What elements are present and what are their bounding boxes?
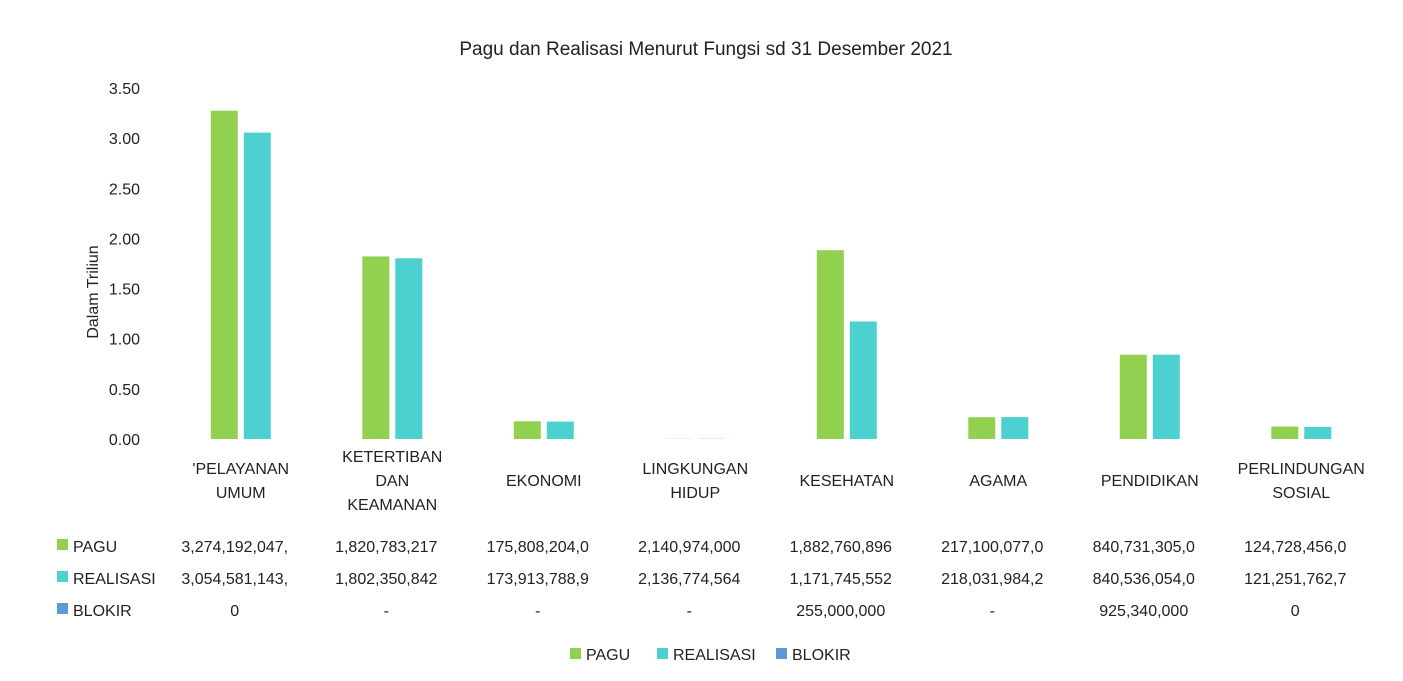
- chart-title: Pagu dan Realisasi Menurut Fungsi sd 31 …: [459, 39, 952, 60]
- data-table: PAGU 3,274,192,047, 1,820,783,217 175,808,2…: [57, 539, 1347, 620]
- table-row-label: BLOKIR: [73, 603, 132, 620]
- y-tick-label: 1.50: [109, 282, 140, 299]
- table-swatch-realisasi: [57, 571, 68, 582]
- table-cell: 1,802,350,842: [335, 571, 437, 588]
- category-label: UMUM: [216, 485, 266, 502]
- bar-realisasi-7: [1304, 426, 1332, 439]
- table-cell: 1,820,783,217: [335, 539, 437, 556]
- bar-realisasi-5: [1001, 417, 1029, 439]
- category-label: DAN: [375, 473, 409, 490]
- legend-label: PAGU: [586, 647, 630, 664]
- category-label: KESEHATAN: [799, 473, 894, 490]
- category-label: 'PELAYANAN: [192, 461, 289, 478]
- bar-pagu-4: [816, 250, 844, 439]
- x-axis-categories: 'PELAYANAN UMUM KETERTIBAN DAN KEAMANAN EKONO…: [192, 449, 1364, 514]
- bar-realisasi-4: [849, 321, 877, 439]
- category-label: KETERTIBAN: [342, 449, 442, 466]
- category-label: EKONOMI: [506, 473, 582, 490]
- table-cell: 840,536,054,0: [1093, 571, 1195, 588]
- table-cell: -: [535, 603, 540, 620]
- table-swatch-pagu: [57, 539, 68, 550]
- table-swatch-blokir: [57, 603, 68, 614]
- bar-pagu-2: [513, 421, 541, 439]
- category-label: PENDIDIKAN: [1101, 473, 1199, 490]
- bar-pagu-5: [968, 417, 996, 439]
- table-cell: 1,882,760,896: [790, 539, 892, 556]
- category-label: AGAMA: [969, 473, 1027, 490]
- y-tick-label: 3.50: [109, 81, 140, 98]
- y-tick-label: 2.50: [109, 181, 140, 198]
- table-cell: 3,274,192,047,: [181, 539, 288, 556]
- table-cell: 2,136,774,564: [638, 571, 740, 588]
- table-cell: 121,251,762,7: [1244, 571, 1346, 588]
- y-axis-ticks: 0.00 0.50 1.00 1.50 2.00 2.50 3.00 3.50: [109, 81, 140, 449]
- bar-realisasi-6: [1152, 354, 1180, 439]
- table-cell: 3,054,581,143,: [181, 571, 288, 588]
- table-cell: 925,340,000: [1099, 603, 1188, 620]
- y-tick-label: 0.00: [109, 432, 140, 449]
- bar-realisasi-2: [546, 421, 574, 439]
- table-cell: 124,728,456,0: [1244, 539, 1346, 556]
- table-cell: -: [687, 603, 692, 620]
- table-cell: 217,100,077,0: [941, 539, 1043, 556]
- bar-plot-area: [210, 110, 1332, 439]
- table-row-label: REALISASI: [73, 571, 156, 588]
- table-row-label: PAGU: [73, 539, 117, 556]
- table-cell: 840,731,305,0: [1093, 539, 1195, 556]
- category-label: PERLINDUNGAN: [1238, 461, 1365, 478]
- bar-pagu-0: [210, 110, 238, 439]
- legend-swatch-pagu: [570, 648, 581, 659]
- legend-label: REALISASI: [673, 647, 756, 664]
- table-cell: 0: [230, 603, 239, 620]
- table-cell: 1,171,745,552: [790, 571, 892, 588]
- table-cell: 218,031,984,2: [941, 571, 1043, 588]
- category-label: KEAMANAN: [347, 497, 437, 514]
- bar-pagu-1: [362, 256, 390, 439]
- category-label: HIDUP: [670, 485, 720, 502]
- legend-swatch-realisasi: [657, 648, 668, 659]
- legend: PAGU REALISASI BLOKIR: [570, 647, 851, 664]
- category-label: LINGKUNGAN: [642, 461, 748, 478]
- y-axis-label: Dalam Triliun: [85, 245, 102, 338]
- bar-pagu-6: [1119, 354, 1147, 439]
- table-cell: -: [384, 603, 389, 620]
- legend-swatch-blokir: [776, 648, 787, 659]
- y-tick-label: 2.00: [109, 231, 140, 248]
- bar-realisasi-1: [395, 258, 423, 439]
- table-cell: -: [990, 603, 995, 620]
- table-cell: 173,913,788,9: [487, 571, 589, 588]
- bar-pagu-7: [1271, 426, 1299, 439]
- table-cell: 0: [1291, 603, 1300, 620]
- table-cell: 255,000,000: [796, 603, 885, 620]
- y-tick-label: 3.00: [109, 131, 140, 148]
- bar-realisasi-0: [243, 132, 271, 439]
- y-tick-label: 0.50: [109, 382, 140, 399]
- y-tick-label: 1.00: [109, 332, 140, 349]
- legend-label: BLOKIR: [792, 647, 851, 664]
- category-label: SOSIAL: [1272, 485, 1330, 502]
- table-cell: 175,808,204,0: [487, 539, 589, 556]
- table-cell: 2,140,974,000: [638, 539, 740, 556]
